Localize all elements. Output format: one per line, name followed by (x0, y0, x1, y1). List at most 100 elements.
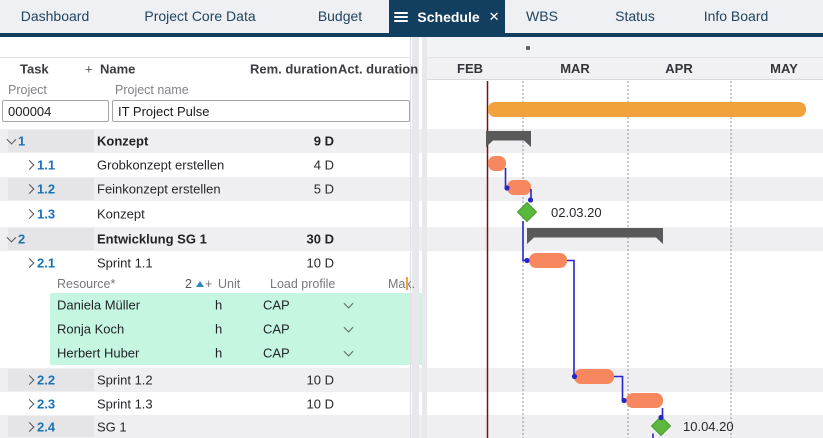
scrollbar-track[interactable] (422, 37, 427, 438)
pane-divider[interactable] (410, 37, 411, 438)
project-input-row (0, 99, 410, 123)
dependency-dot (524, 257, 530, 264)
gantt-row-stripe (410, 415, 823, 438)
column-header-max[interactable]: Max. (388, 277, 416, 291)
column-header-resource[interactable]: Resource* (57, 277, 116, 291)
resource-unit: h (215, 321, 223, 337)
milestone-date-label: 02.03.20 (551, 205, 602, 220)
tab-budget[interactable]: Budget (317, 8, 363, 24)
month-label: APR (665, 61, 693, 76)
task-number-cell-shade (8, 369, 94, 391)
add-column-icon[interactable]: + (85, 61, 93, 77)
task-number: 2 (18, 231, 26, 247)
task-number-cell-shade (8, 416, 94, 437)
splitter-handle[interactable] (526, 46, 530, 50)
task-name: Konzept (97, 133, 149, 149)
gantt-bar-task[interactable] (574, 369, 614, 384)
resource-row-highlight (50, 317, 410, 341)
task-row[interactable]: 1.3 Konzept (0, 201, 410, 227)
gantt-bar-task[interactable] (529, 253, 567, 268)
tab-dashboard[interactable]: Dashboard (20, 8, 90, 24)
task-name: Grobkonzept erstellen (97, 157, 225, 173)
month-label: MAR (560, 61, 590, 76)
timeline-header (427, 57, 823, 80)
task-row[interactable]: 2 Entwicklung SG 1 30 D (0, 227, 410, 251)
task-row[interactable]: 1.1 Grobkonzept erstellen 4 D (0, 153, 410, 177)
gantt-bar-summary[interactable] (527, 228, 663, 244)
resource-name: Ronja Koch (57, 321, 125, 337)
resource-header-row: Resource* 2 + Unit Load profile Max. (0, 275, 415, 293)
dependency-dot (658, 414, 664, 421)
tab-info-board[interactable]: Info Board (703, 8, 769, 24)
scrollbar-track[interactable] (412, 37, 419, 438)
task-number: 1.3 (37, 206, 56, 222)
gantt-bar-project[interactable] (488, 102, 806, 117)
task-row[interactable]: 1.2 Feinkonzept erstellen 5 D (0, 177, 410, 201)
load-profile-value[interactable]: CAP (263, 345, 290, 361)
task-number-cell-shade (8, 178, 94, 200)
table-header-row: Task + Name Rem. duration Act. duration (0, 57, 419, 80)
task-name: Feinkonzept erstellen (97, 181, 221, 197)
task-name: Konzept (97, 206, 145, 222)
task-row[interactable]: 2.2 Sprint 1.2 10 D (0, 368, 410, 392)
task-rem-duration: 10 D (306, 255, 334, 271)
task-name: Entwicklung SG 1 (97, 231, 207, 247)
gantt-milestone[interactable] (516, 201, 538, 223)
task-name: Sprint 1.2 (97, 372, 153, 388)
tab-schedule[interactable]: Schedule ✕ (389, 0, 505, 37)
task-number: 2.4 (37, 419, 56, 434)
gantt-bar-task[interactable] (488, 156, 506, 171)
gantt-bar-summary[interactable] (486, 131, 531, 147)
column-header-load-profile[interactable]: Load profile (270, 277, 336, 291)
sort-ascending-icon[interactable] (196, 281, 204, 287)
column-header-name[interactable]: Name (100, 61, 136, 77)
column-header-unit[interactable]: Unit (218, 277, 241, 291)
dependency-dot (527, 197, 534, 203)
month-label: FEB (457, 61, 483, 76)
tab-wbs[interactable]: WBS (526, 8, 558, 24)
dependency-dot (571, 373, 578, 380)
task-row[interactable]: 2.1 Sprint 1.1 10 D (0, 251, 410, 275)
project-label-row: Project Project name (0, 80, 410, 99)
resource-row-highlight (50, 293, 410, 317)
resource-name: Daniela Müller (57, 297, 141, 313)
load-profile-value[interactable]: CAP (263, 297, 290, 313)
load-profile-value[interactable]: CAP (263, 321, 290, 337)
milestone-date-label: 10.04.20 (683, 419, 734, 434)
column-header-act-duration[interactable]: Act. duration (338, 61, 419, 77)
chevron-right-icon[interactable] (24, 160, 35, 170)
resource-unit: h (215, 345, 223, 361)
task-name: Sprint 1.1 (97, 255, 153, 271)
chevron-right-icon[interactable] (24, 398, 35, 409)
chevron-right-icon[interactable] (24, 209, 35, 219)
column-header-rem-duration[interactable]: Rem. duration (250, 61, 338, 77)
column-header-task[interactable]: Task (20, 61, 49, 77)
table-toolbar-strip (0, 37, 410, 57)
menu-icon[interactable] (394, 12, 409, 22)
gantt-toolbar-strip (427, 37, 823, 57)
add-resource-icon[interactable]: + (205, 277, 213, 291)
task-row[interactable]: 2.4 SG 1 (0, 415, 410, 438)
column-resize-indicator (406, 277, 408, 290)
gantt-bar-task[interactable] (507, 180, 531, 195)
task-number: 2.1 (37, 255, 56, 271)
gantt-bar-task[interactable] (626, 393, 663, 408)
resource-row[interactable]: Herbert Huber h CAP (0, 341, 410, 365)
task-row[interactable]: 1 Konzept 9 D (0, 129, 410, 153)
task-number-cell-shade (8, 130, 94, 152)
chevron-right-icon[interactable] (24, 258, 35, 268)
sort-count[interactable]: 2 (185, 277, 192, 291)
resource-row[interactable]: Ronja Koch h CAP (0, 317, 410, 341)
close-icon[interactable]: ✕ (488, 9, 500, 24)
tab-project-core-data[interactable]: Project Core Data (144, 8, 256, 24)
task-number: 2.2 (37, 372, 56, 388)
task-row[interactable]: 2.3 Sprint 1.3 10 D (0, 392, 410, 415)
gantt-milestone[interactable] (650, 415, 672, 437)
project-id-input[interactable] (2, 100, 109, 122)
resource-row[interactable]: Daniela Müller h CAP (0, 293, 410, 317)
tab-status[interactable]: Status (615, 8, 655, 24)
dependency-line (614, 375, 624, 401)
task-rem-duration: 5 D (313, 181, 334, 197)
task-rem-duration: 10 D (306, 372, 334, 388)
project-name-input[interactable] (112, 100, 410, 122)
